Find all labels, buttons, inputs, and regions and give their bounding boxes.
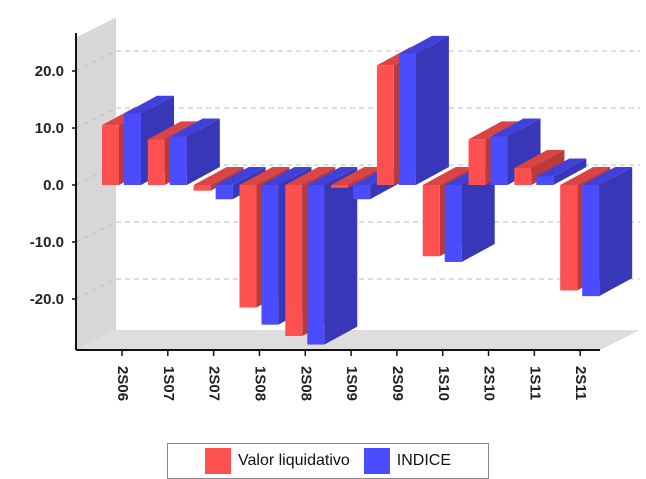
bar-valor-liquidativo xyxy=(331,167,382,188)
x-tick-label: 1S10 xyxy=(435,366,452,401)
bar-front xyxy=(468,139,486,185)
gridline-side xyxy=(75,221,117,243)
bar-front xyxy=(490,136,508,185)
bar-top xyxy=(514,149,565,168)
bar-top xyxy=(398,35,449,54)
legend-item-series-1: Valor liquidativo xyxy=(205,448,350,474)
bar-front xyxy=(239,185,257,308)
bar-side xyxy=(348,167,382,188)
bar-top xyxy=(169,118,220,137)
bar-top xyxy=(193,167,244,185)
bar-top xyxy=(582,167,633,185)
gridline-side xyxy=(75,278,117,300)
legend-item-series-2: INDICE xyxy=(363,448,451,474)
bar-front xyxy=(331,185,349,188)
bar-indice xyxy=(536,158,587,185)
bar-top xyxy=(331,167,382,185)
legend-label-series-1: Valor liquidativo xyxy=(238,452,350,469)
bar-front xyxy=(422,185,440,257)
bar-front xyxy=(124,113,141,185)
bar-top xyxy=(307,167,358,185)
bar-top xyxy=(422,167,473,185)
x-tick-label: 1S07 xyxy=(160,366,177,401)
bar-front xyxy=(102,125,119,185)
bar-front xyxy=(285,185,303,337)
bar-front xyxy=(514,167,532,185)
bar-front xyxy=(444,185,462,262)
gridline-side xyxy=(75,50,117,72)
bar-top xyxy=(560,167,611,185)
bar-indice xyxy=(582,167,633,297)
bar-side xyxy=(415,35,449,186)
bar-top xyxy=(285,167,336,185)
x-tick-label: 2S09 xyxy=(389,366,406,401)
bar-front xyxy=(215,185,233,200)
gridline-side xyxy=(75,107,117,129)
bar-chart-3d: 20.0 10.0 0.0 -10.0 -20.0 2S06 1S07 2S07 1S08 2S… xyxy=(30,17,640,401)
chart-floor xyxy=(76,330,640,350)
bar-front xyxy=(261,185,279,325)
y-tick-label: -10.0 xyxy=(30,234,64,251)
x-tick-label: 2S06 xyxy=(114,366,131,401)
bar-side xyxy=(599,167,633,297)
bar-top xyxy=(124,95,174,114)
bar-front xyxy=(193,185,211,191)
bar-side xyxy=(324,167,358,345)
y-tick-label: -20.0 xyxy=(30,291,64,308)
x-tick-label: 2S07 xyxy=(206,366,223,401)
chart-side-wall xyxy=(76,17,116,350)
legend-swatch-series-2 xyxy=(363,448,390,474)
x-tick-label: 2S11 xyxy=(572,366,589,400)
y-tick-label: 20.0 xyxy=(35,63,64,80)
bar-top xyxy=(261,167,312,185)
bar-indice xyxy=(307,167,358,345)
bar-top xyxy=(490,118,541,137)
x-tick-label: 1S09 xyxy=(343,366,360,401)
bar-indice xyxy=(398,35,449,186)
x-tick-label: 1S08 xyxy=(251,366,268,401)
bar-side xyxy=(553,158,587,185)
bar-front xyxy=(376,65,394,185)
bar-front xyxy=(353,185,371,200)
bar-front xyxy=(398,53,416,186)
bar-top xyxy=(468,121,519,140)
y-tick-label: 10.0 xyxy=(35,120,64,137)
bar-front xyxy=(147,139,165,185)
bar-front xyxy=(169,136,187,185)
x-tick-label: 1S11 xyxy=(526,366,543,400)
bar-side xyxy=(461,167,495,262)
bar-front xyxy=(560,185,578,291)
chart-legend: Valor liquidativo INDICE xyxy=(167,443,489,479)
y-tick-label: 0.0 xyxy=(43,177,64,194)
legend-swatch-series-1 xyxy=(205,448,231,474)
bar-indice xyxy=(169,118,220,185)
bar-front xyxy=(582,185,600,297)
bar-front xyxy=(536,176,554,185)
legend-label-series-2: INDICE xyxy=(396,452,451,469)
x-tick-label: 2S08 xyxy=(297,366,314,401)
bar-top xyxy=(147,121,198,140)
bar-top xyxy=(536,158,587,177)
bar-front xyxy=(307,185,325,345)
bar-top xyxy=(215,167,266,185)
bar-top xyxy=(239,167,290,185)
x-tick-label: 2S10 xyxy=(481,366,498,401)
bar-side xyxy=(186,118,220,185)
